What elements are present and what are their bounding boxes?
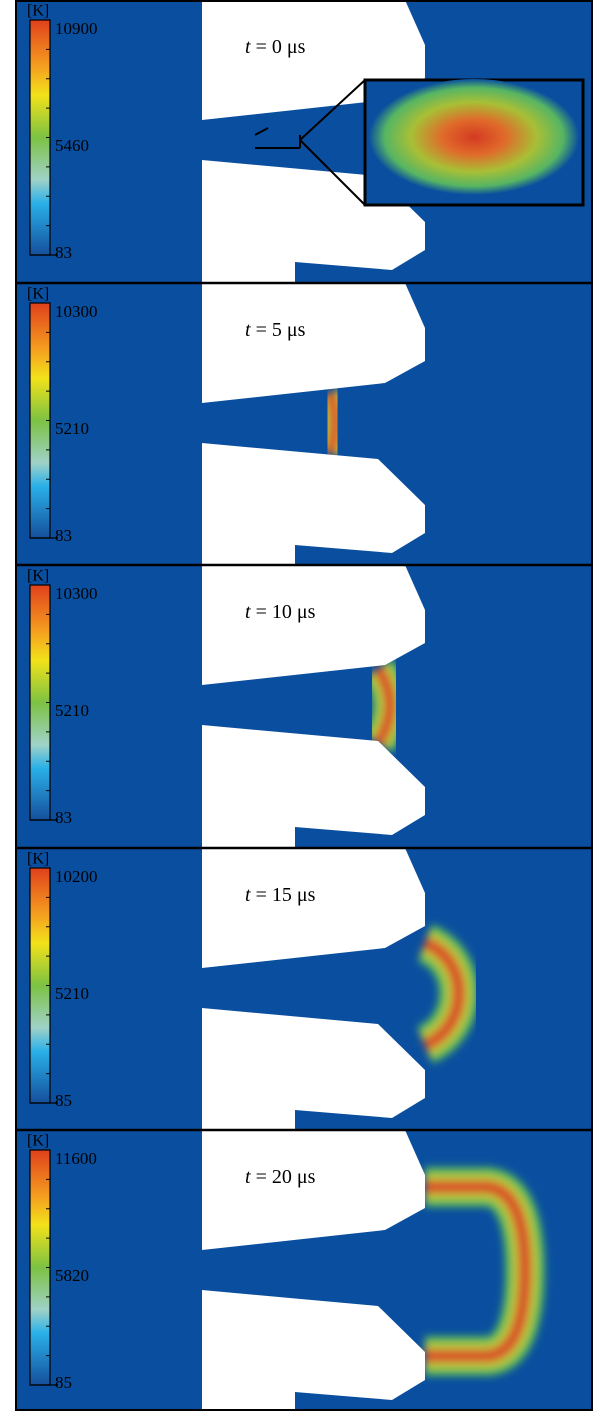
colorbar-max: 10200 — [55, 867, 98, 886]
time-value: = 10 μs — [256, 601, 316, 623]
colorbar-max: 11600 — [55, 1149, 97, 1168]
colorbar-mid: 5820 — [55, 1266, 89, 1285]
time-label: t= 15 μs — [245, 884, 316, 906]
plasma-arc — [330, 393, 335, 453]
panel: t= 15 μs [K] 10200 5210 85 — [16, 848, 592, 1130]
colorbar-min: 83 — [55, 808, 72, 827]
time-variable: t — [245, 1166, 251, 1188]
arc-layer — [330, 393, 335, 453]
inset-arc — [369, 79, 579, 195]
time-variable: t — [245, 319, 251, 341]
colorbar-min: 83 — [55, 526, 72, 545]
time-variable: t — [245, 36, 251, 58]
panel: t= 10 μs [K] 10300 5210 83 — [16, 565, 592, 848]
figure: t= 0 μs[K]10900546083t= 5 μs[K]103005210… — [0, 0, 594, 1411]
time-value: = 15 μs — [256, 884, 316, 906]
panel: t= 20 μs [K] 11600 5820 85 — [16, 1130, 592, 1411]
colorbar-mid: 5460 — [55, 136, 89, 155]
panel: t= 5 μs [K] 10300 5210 83 — [16, 283, 592, 565]
panel: t= 0 μs [K] 10900 5460 83 — [16, 0, 592, 283]
colorbar-min: 83 — [55, 243, 72, 262]
colorbar-max: 10300 — [55, 584, 98, 603]
colorbar-max: 10900 — [55, 19, 98, 38]
time-value: = 0 μs — [256, 36, 306, 58]
time-value: = 20 μs — [256, 1166, 316, 1188]
colorbar-mid: 5210 — [55, 984, 89, 1003]
colorbar-mid: 5210 — [55, 701, 89, 720]
colorbar-unit: [K] — [27, 286, 49, 303]
colorbar-max: 10300 — [55, 302, 98, 321]
time-variable: t — [245, 601, 251, 623]
colorbar-unit: [K] — [27, 568, 49, 585]
colorbar-mid: 5210 — [55, 419, 89, 438]
colorbar-min: 85 — [55, 1091, 72, 1110]
colorbar-unit: [K] — [27, 1133, 49, 1150]
colorbar-min: 85 — [55, 1373, 72, 1392]
time-value: = 5 μs — [256, 319, 306, 341]
time-variable: t — [245, 884, 251, 906]
time-label: t= 10 μs — [245, 601, 316, 623]
plasma-arc — [378, 669, 390, 743]
time-label: t= 20 μs — [245, 1166, 316, 1188]
colorbar-unit: [K] — [27, 851, 49, 868]
colorbar-unit: [K] — [27, 3, 49, 20]
